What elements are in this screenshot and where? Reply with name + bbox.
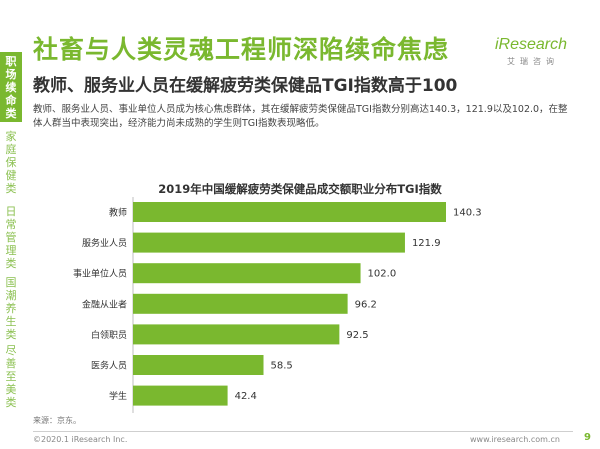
sidebar-item-beauty[interactable]: 尽善至美类: [0, 343, 22, 409]
chart-title: 2019年中国缓解疲劳类保健品成交额职业分布TGI指数: [158, 182, 442, 196]
category-label: 服务业人员: [82, 237, 127, 249]
bar: [133, 232, 405, 253]
logo-subtext: 艾瑞咨询: [507, 57, 559, 66]
value-label: 58.5: [271, 361, 293, 372]
sidebar-item-career[interactable]: 职场续命类: [0, 52, 22, 122]
category-label: 事业单位人员: [73, 268, 127, 280]
site-url: www.iresearch.com.cn: [470, 435, 560, 444]
category-label: 学生: [109, 390, 127, 402]
copyright-text: ©2020.1 iResearch Inc.: [33, 435, 128, 444]
bar-chart: 教师 140.3 服务业人员 121.9 事业单位人员 102.0 金融从业者 96.2 白领职…: [73, 197, 482, 413]
value-label: 140.3: [453, 208, 482, 219]
sidebar-item-label: 尽善至美类: [5, 343, 17, 409]
value-label: 121.9: [412, 238, 441, 249]
sidebar-item-label: 家庭保健类: [5, 129, 17, 195]
sidebar-item-daily[interactable]: 日常管理类: [0, 204, 22, 270]
logo-text: iResearch: [495, 36, 568, 53]
page-number: 9: [584, 432, 591, 443]
sidebar-item-label: 国潮养生类: [5, 275, 17, 341]
sidebar-item-family[interactable]: 家庭保健类: [0, 128, 22, 196]
value-label: 96.2: [355, 299, 377, 310]
bar: [133, 263, 361, 284]
value-label: 42.4: [235, 391, 257, 402]
page-description: 教师、服务业人员、事业单位人员成为核心焦虑群体，其在缓解疲劳类保健品TGI指数分…: [33, 104, 568, 129]
bar: [133, 324, 340, 345]
source-note: 来源：京东。: [33, 416, 81, 425]
sidebar: 职场续命类 家庭保健类 日常管理类 国潮养生类 尽善至美类: [0, 0, 22, 449]
bar: [133, 385, 228, 406]
bar: [133, 355, 264, 375]
bar: [133, 202, 446, 222]
sidebar-item-label: 日常管理类: [5, 204, 17, 270]
category-label: 白领职员: [91, 329, 127, 341]
category-label: 医务人员: [91, 360, 127, 372]
category-label: 教师: [109, 207, 127, 219]
value-label: 92.5: [346, 330, 368, 341]
bar: [133, 293, 348, 314]
category-label: 金融从业者: [82, 298, 127, 310]
footer-divider: [33, 431, 573, 432]
sidebar-item-guochao[interactable]: 国潮养生类: [0, 275, 22, 341]
iresearch-logo: iResearch 艾瑞咨询: [495, 36, 575, 70]
page-subtitle: 教师、服务业人员在缓解疲劳类保健品TGI指数高于100: [33, 76, 458, 96]
sidebar-item-label: 职场续命类: [5, 54, 17, 120]
value-label: 102.0: [368, 269, 397, 280]
page-title: 社畜与人类灵魂工程师深陷续命焦虑: [33, 35, 450, 64]
